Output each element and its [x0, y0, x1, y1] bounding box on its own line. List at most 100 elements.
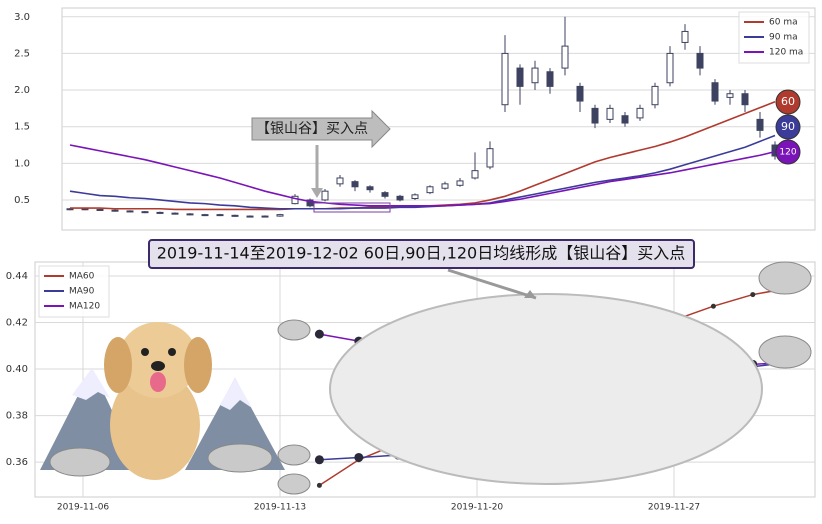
candle-body — [486, 148, 494, 168]
y-tick-label: 0.38 — [6, 411, 28, 422]
candle-body — [186, 213, 194, 216]
candle-body — [456, 180, 464, 186]
candle-body — [141, 211, 149, 214]
candle-body — [756, 118, 764, 131]
ma-line — [69, 144, 776, 207]
candle-body — [426, 186, 434, 194]
y-tick-label: 2.5 — [14, 48, 30, 59]
candle-body — [306, 199, 314, 207]
candle-body — [621, 115, 629, 124]
candle-body — [561, 45, 569, 69]
x-tick-label: 2019-11-13 — [254, 503, 306, 513]
ma-badge — [775, 139, 801, 165]
ma-badge-label: 120 — [779, 148, 796, 158]
ingot — [758, 261, 812, 295]
dog-ear — [104, 337, 132, 393]
candle-body — [411, 194, 419, 199]
annotation-arrow — [251, 109, 391, 149]
candle-body — [546, 71, 554, 87]
mountain-snow — [72, 368, 110, 400]
candle-body — [741, 93, 749, 106]
candle-body — [501, 52, 509, 106]
candle-body — [246, 215, 254, 218]
ingot — [277, 473, 311, 495]
candle-body — [291, 195, 299, 205]
dog-ear — [184, 337, 212, 393]
ma-badge — [775, 89, 801, 115]
y-tick-label: 0.42 — [6, 317, 28, 328]
candle-body — [261, 215, 269, 218]
highlight-ellipse — [329, 293, 763, 485]
candle-body — [636, 107, 644, 119]
y-tick-label: 1.5 — [14, 122, 30, 133]
legend-label: 60 ma — [769, 18, 798, 28]
x-tick-label: 2019-11-06 — [57, 503, 110, 513]
annotation-label: 【银山谷】买入点 — [256, 121, 368, 137]
pointer-arrow — [447, 268, 537, 300]
ma-badge-label: 60 — [781, 95, 795, 108]
series-marker — [314, 455, 324, 465]
y-tick-label: 0.44 — [6, 271, 28, 282]
y-tick-label: 0.40 — [6, 364, 28, 375]
pointer-arrow-head — [524, 290, 536, 298]
dog-body — [110, 370, 200, 480]
candle-body — [441, 183, 449, 189]
candle-body — [231, 214, 239, 217]
x-tick-label: 2019-11-27 — [648, 503, 700, 513]
candle-body — [66, 208, 74, 211]
dog-nose — [151, 361, 165, 371]
candle-body — [111, 209, 119, 212]
y-tick-label: 3.0 — [14, 12, 30, 23]
candle-body — [321, 190, 329, 201]
annotation-pointer-head — [311, 188, 323, 198]
y-tick-label: 1.0 — [14, 158, 30, 169]
candle-body — [156, 211, 164, 214]
x-tick-label: 2019-11-20 — [451, 503, 504, 513]
candle-body — [126, 210, 134, 213]
chart-title: 2019-11-14至2019-12-02 60日,90日,120日均线形成【银… — [157, 244, 686, 263]
ingot — [277, 319, 311, 341]
candle-body — [726, 93, 734, 98]
ma-line — [69, 134, 776, 210]
ingot — [207, 443, 273, 473]
candle-body — [516, 67, 524, 87]
candle-body — [696, 52, 704, 69]
mountain-snow — [220, 378, 252, 410]
y-tick-label: 0.36 — [6, 457, 28, 468]
focus-box — [313, 202, 391, 213]
decoration — [40, 109, 812, 495]
ingot — [277, 444, 311, 466]
dog-head — [118, 322, 198, 398]
candle-body — [606, 107, 614, 120]
candle-body — [366, 186, 374, 191]
y-tick-label: 2.0 — [14, 85, 30, 96]
dog-eye — [168, 348, 176, 356]
series-marker — [316, 482, 322, 488]
series-marker — [354, 452, 364, 462]
candle-body — [216, 214, 224, 217]
candle-body — [336, 177, 344, 185]
candle-body — [276, 214, 284, 217]
legend-label: 120 ma — [769, 48, 803, 58]
series-marker — [750, 292, 756, 298]
legend-label: MA60 — [69, 272, 95, 282]
dog-eye — [141, 348, 149, 356]
candle-body — [381, 192, 389, 197]
candle-body — [351, 181, 359, 188]
candle-body — [81, 208, 89, 211]
ma-badge-label: 90 — [781, 120, 795, 133]
ma-badge — [775, 114, 801, 140]
candle-body — [396, 195, 404, 201]
candle-body — [531, 67, 539, 84]
title-banner — [148, 239, 695, 269]
candle-body — [576, 85, 584, 102]
legend-label: MA120 — [69, 302, 100, 312]
legend-label: MA90 — [69, 287, 95, 297]
ingot — [758, 335, 812, 369]
top-plot-area — [61, 7, 816, 231]
legend-label: 90 ma — [769, 33, 798, 43]
candle-body — [471, 170, 479, 179]
candle-body — [201, 214, 209, 217]
candle-body — [666, 52, 674, 84]
